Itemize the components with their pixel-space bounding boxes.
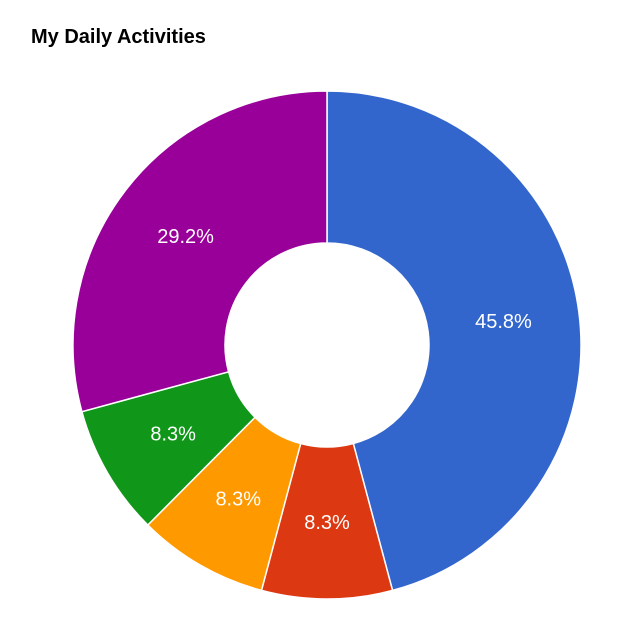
- slice-label-1: 45.8%: [475, 311, 532, 333]
- chart-title: My Daily Activities: [31, 26, 206, 48]
- pie-slice-5[interactable]: [72, 90, 328, 413]
- pie-slice-1[interactable]: [326, 90, 582, 592]
- slice-label-4: 8.3%: [150, 423, 196, 445]
- slices-layer: [72, 90, 582, 600]
- slice-label-3: 8.3%: [215, 488, 261, 510]
- slice-label-5: 29.2%: [157, 226, 214, 248]
- slice-label-2: 8.3%: [304, 512, 350, 534]
- labels-layer: 45.8% 8.3% 8.3% 8.3% 29.2%: [150, 226, 532, 534]
